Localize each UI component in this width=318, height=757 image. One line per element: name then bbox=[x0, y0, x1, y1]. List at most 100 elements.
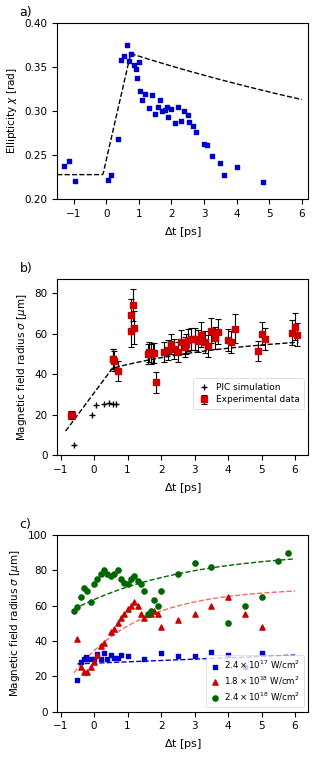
$2.4\times10^{18}$ W/cm$^2$ bbox=[135, 575, 140, 587]
$2.4\times10^{17}$ W/cm$^2$ bbox=[95, 648, 100, 660]
X-axis label: $\Delta$t [ps]: $\Delta$t [ps] bbox=[164, 225, 202, 238]
Point bbox=[172, 117, 177, 129]
$1.8\times10^{18}$ W/cm$^2$ bbox=[128, 600, 134, 612]
Point bbox=[133, 63, 138, 75]
Point bbox=[153, 107, 158, 120]
$2.4\times10^{18}$ W/cm$^2$ bbox=[72, 605, 77, 617]
Point bbox=[66, 155, 71, 167]
$1.8\times10^{18}$ W/cm$^2$ bbox=[115, 617, 120, 629]
$1.8\times10^{18}$ W/cm$^2$ bbox=[78, 662, 83, 674]
$2.4\times10^{18}$ W/cm$^2$ bbox=[95, 573, 100, 585]
$2.4\times10^{17}$ W/cm$^2$ bbox=[192, 650, 197, 662]
Point bbox=[260, 176, 265, 188]
Point bbox=[185, 110, 190, 122]
Point bbox=[164, 101, 169, 113]
Text: c): c) bbox=[20, 519, 31, 531]
$1.8\times10^{18}$ W/cm$^2$ bbox=[112, 622, 117, 634]
$1.8\times10^{18}$ W/cm$^2$ bbox=[138, 609, 143, 621]
$1.8\times10^{18}$ W/cm$^2$ bbox=[125, 603, 130, 615]
$2.4\times10^{18}$ W/cm$^2$ bbox=[192, 557, 197, 569]
$1.8\times10^{18}$ W/cm$^2$ bbox=[145, 609, 150, 621]
$2.4\times10^{18}$ W/cm$^2$ bbox=[145, 609, 150, 621]
$2.4\times10^{17}$ W/cm$^2$ bbox=[98, 653, 103, 665]
$2.4\times10^{18}$ W/cm$^2$ bbox=[92, 578, 97, 590]
$1.8\times10^{18}$ W/cm$^2$ bbox=[175, 614, 180, 626]
$2.4\times10^{18}$ W/cm$^2$ bbox=[259, 590, 264, 603]
Point bbox=[115, 133, 120, 145]
Point bbox=[125, 39, 130, 51]
Point bbox=[179, 115, 184, 127]
Y-axis label: Magnetic field radius $\sigma$ [$\mu$m]: Magnetic field radius $\sigma$ [$\mu$m] bbox=[15, 293, 29, 441]
PIC simulation bbox=[93, 399, 98, 411]
$2.4\times10^{17}$ W/cm$^2$ bbox=[105, 653, 110, 665]
$1.8\times10^{18}$ W/cm$^2$ bbox=[135, 600, 140, 612]
Point bbox=[131, 59, 136, 71]
Point bbox=[221, 169, 226, 181]
$1.8\times10^{18}$ W/cm$^2$ bbox=[88, 662, 93, 674]
$2.4\times10^{17}$ W/cm$^2$ bbox=[88, 653, 93, 665]
Point bbox=[156, 101, 161, 113]
$2.4\times10^{18}$ W/cm$^2$ bbox=[152, 594, 157, 606]
$2.4\times10^{18}$ W/cm$^2$ bbox=[115, 564, 120, 576]
Point bbox=[140, 94, 145, 106]
Point bbox=[135, 73, 140, 85]
PIC simulation bbox=[101, 397, 107, 410]
Point bbox=[128, 48, 133, 60]
$2.4\times10^{17}$ W/cm$^2$ bbox=[85, 653, 90, 665]
$1.8\times10^{18}$ W/cm$^2$ bbox=[101, 637, 107, 649]
$2.4\times10^{17}$ W/cm$^2$ bbox=[142, 653, 147, 665]
Y-axis label: Ellipticity $\chi$ [rad]: Ellipticity $\chi$ [rad] bbox=[5, 67, 19, 154]
Point bbox=[159, 105, 164, 117]
$1.8\times10^{18}$ W/cm$^2$ bbox=[149, 609, 154, 621]
Point bbox=[162, 104, 168, 116]
PIC simulation bbox=[90, 409, 95, 421]
PIC simulation bbox=[107, 397, 112, 409]
Point bbox=[143, 88, 148, 100]
$2.4\times10^{18}$ W/cm$^2$ bbox=[159, 585, 164, 597]
Point bbox=[138, 85, 143, 97]
$2.4\times10^{18}$ W/cm$^2$ bbox=[78, 590, 83, 603]
Point bbox=[105, 174, 110, 186]
Legend: PIC simulation, Experimental data: PIC simulation, Experimental data bbox=[193, 378, 304, 409]
Text: b): b) bbox=[20, 262, 32, 276]
Point bbox=[205, 139, 210, 151]
$1.8\times10^{18}$ W/cm$^2$ bbox=[155, 609, 160, 621]
$1.8\times10^{18}$ W/cm$^2$ bbox=[118, 612, 123, 624]
Point bbox=[210, 150, 215, 162]
$2.4\times10^{17}$ W/cm$^2$ bbox=[78, 656, 83, 668]
$2.4\times10^{18}$ W/cm$^2$ bbox=[85, 585, 90, 597]
PIC simulation bbox=[113, 397, 118, 410]
$1.8\times10^{18}$ W/cm$^2$ bbox=[122, 609, 127, 621]
$2.4\times10^{17}$ W/cm$^2$ bbox=[101, 647, 107, 659]
Point bbox=[202, 138, 207, 150]
Point bbox=[182, 105, 187, 117]
$1.8\times10^{18}$ W/cm$^2$ bbox=[192, 609, 197, 621]
Point bbox=[193, 126, 198, 139]
$2.4\times10^{18}$ W/cm$^2$ bbox=[128, 573, 134, 585]
$2.4\times10^{18}$ W/cm$^2$ bbox=[286, 547, 291, 559]
X-axis label: $\Delta$t [ps]: $\Delta$t [ps] bbox=[164, 737, 202, 751]
$2.4\times10^{17}$ W/cm$^2$ bbox=[81, 653, 86, 665]
$1.8\times10^{18}$ W/cm$^2$ bbox=[81, 666, 86, 678]
$2.4\times10^{17}$ W/cm$^2$ bbox=[209, 646, 214, 659]
$1.8\times10^{18}$ W/cm$^2$ bbox=[152, 605, 157, 617]
$1.8\times10^{18}$ W/cm$^2$ bbox=[92, 656, 97, 668]
Point bbox=[187, 116, 192, 128]
Point bbox=[176, 101, 181, 113]
$2.4\times10^{18}$ W/cm$^2$ bbox=[98, 568, 103, 580]
$2.4\times10^{17}$ W/cm$^2$ bbox=[225, 649, 231, 661]
Y-axis label: Magnetic field radius $\sigma$ [$\mu$m]: Magnetic field radius $\sigma$ [$\mu$m] bbox=[8, 550, 22, 697]
$1.8\times10^{18}$ W/cm$^2$ bbox=[259, 621, 264, 633]
$1.8\times10^{18}$ W/cm$^2$ bbox=[95, 649, 100, 661]
Point bbox=[61, 160, 66, 172]
Point bbox=[73, 175, 78, 187]
$1.8\times10^{18}$ W/cm$^2$ bbox=[108, 626, 114, 638]
Point bbox=[108, 169, 114, 181]
PIC simulation bbox=[72, 439, 77, 451]
$1.8\times10^{18}$ W/cm$^2$ bbox=[209, 600, 214, 612]
$2.4\times10^{18}$ W/cm$^2$ bbox=[175, 568, 180, 580]
Point bbox=[169, 103, 174, 115]
$2.4\times10^{18}$ W/cm$^2$ bbox=[125, 578, 130, 590]
$1.8\times10^{18}$ W/cm$^2$ bbox=[98, 640, 103, 653]
Text: a): a) bbox=[20, 6, 32, 19]
